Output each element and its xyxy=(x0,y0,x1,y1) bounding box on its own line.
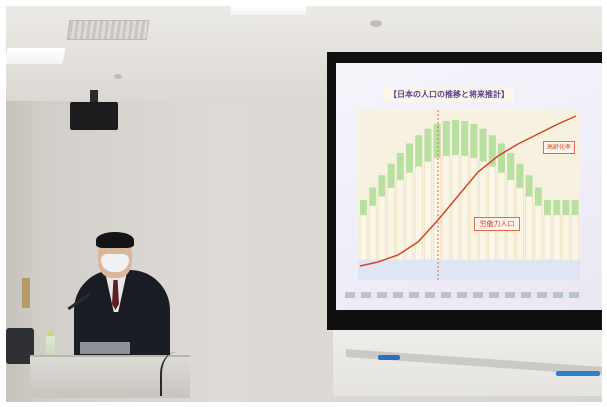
population-bar-body xyxy=(452,155,459,260)
population-bar-body xyxy=(526,196,533,260)
population-bar-top xyxy=(470,124,477,158)
population-bar-body xyxy=(553,215,560,260)
workforce-label: 労働力人口 xyxy=(474,217,520,231)
wall-fixture xyxy=(22,278,30,308)
marker xyxy=(556,371,600,376)
chart-legend-strip xyxy=(345,292,585,298)
ceiling-spotlight xyxy=(370,20,382,27)
population-bar-top xyxy=(480,129,487,162)
population-bar-top xyxy=(516,164,523,188)
population-bar-body xyxy=(424,162,431,260)
ceiling-light xyxy=(231,6,306,15)
population-bar-body xyxy=(415,166,422,260)
microphone-cable xyxy=(160,352,192,396)
population-bar-body xyxy=(489,166,496,260)
population-bar-top xyxy=(360,200,367,215)
population-bar-body xyxy=(544,215,551,260)
chart-lower-band xyxy=(358,260,580,280)
population-bar-top xyxy=(535,187,542,205)
population-bar-top xyxy=(424,129,431,162)
population-bar-top xyxy=(434,124,441,158)
population-bar-top xyxy=(498,143,505,172)
population-bar-top xyxy=(388,164,395,188)
laptop xyxy=(80,342,130,354)
population-bar-body xyxy=(378,196,385,260)
population-bar-top xyxy=(397,153,404,180)
population-bar-top xyxy=(378,175,385,196)
wall-speaker xyxy=(70,102,118,130)
population-bar-top xyxy=(553,200,560,215)
population-bar-body xyxy=(461,156,468,260)
population-bar-top xyxy=(415,135,422,166)
population-bar-top xyxy=(507,153,514,180)
population-bar-body xyxy=(562,215,569,260)
speaker-hair xyxy=(96,232,134,248)
population-bar-top xyxy=(443,121,450,156)
air-vent xyxy=(67,20,150,40)
population-bar-top xyxy=(544,200,551,215)
population-bar-body xyxy=(369,206,376,260)
population-bar-top xyxy=(406,143,413,172)
population-bar-body xyxy=(388,188,395,260)
population-bar-top xyxy=(526,175,533,196)
population-bar-body xyxy=(434,158,441,260)
ceiling-spotlight xyxy=(114,74,122,79)
population-bar-body xyxy=(480,162,487,260)
marker xyxy=(378,355,400,360)
ceiling-light xyxy=(6,48,65,64)
population-bar-top xyxy=(369,187,376,205)
population-bar-body xyxy=(572,215,579,260)
population-bar-top xyxy=(572,200,579,215)
population-bar-body xyxy=(360,215,367,260)
population-bar-body xyxy=(397,180,404,260)
population-bar-top xyxy=(562,200,569,215)
population-bar-top xyxy=(452,120,459,155)
population-bar-top xyxy=(461,121,468,156)
aging-rate-label: 高齢化率 xyxy=(543,141,575,154)
population-chart-graphic xyxy=(358,110,580,280)
population-bar-body xyxy=(535,206,542,260)
slide-title: 【日本の人口の推移と将来推計】 xyxy=(384,88,514,102)
